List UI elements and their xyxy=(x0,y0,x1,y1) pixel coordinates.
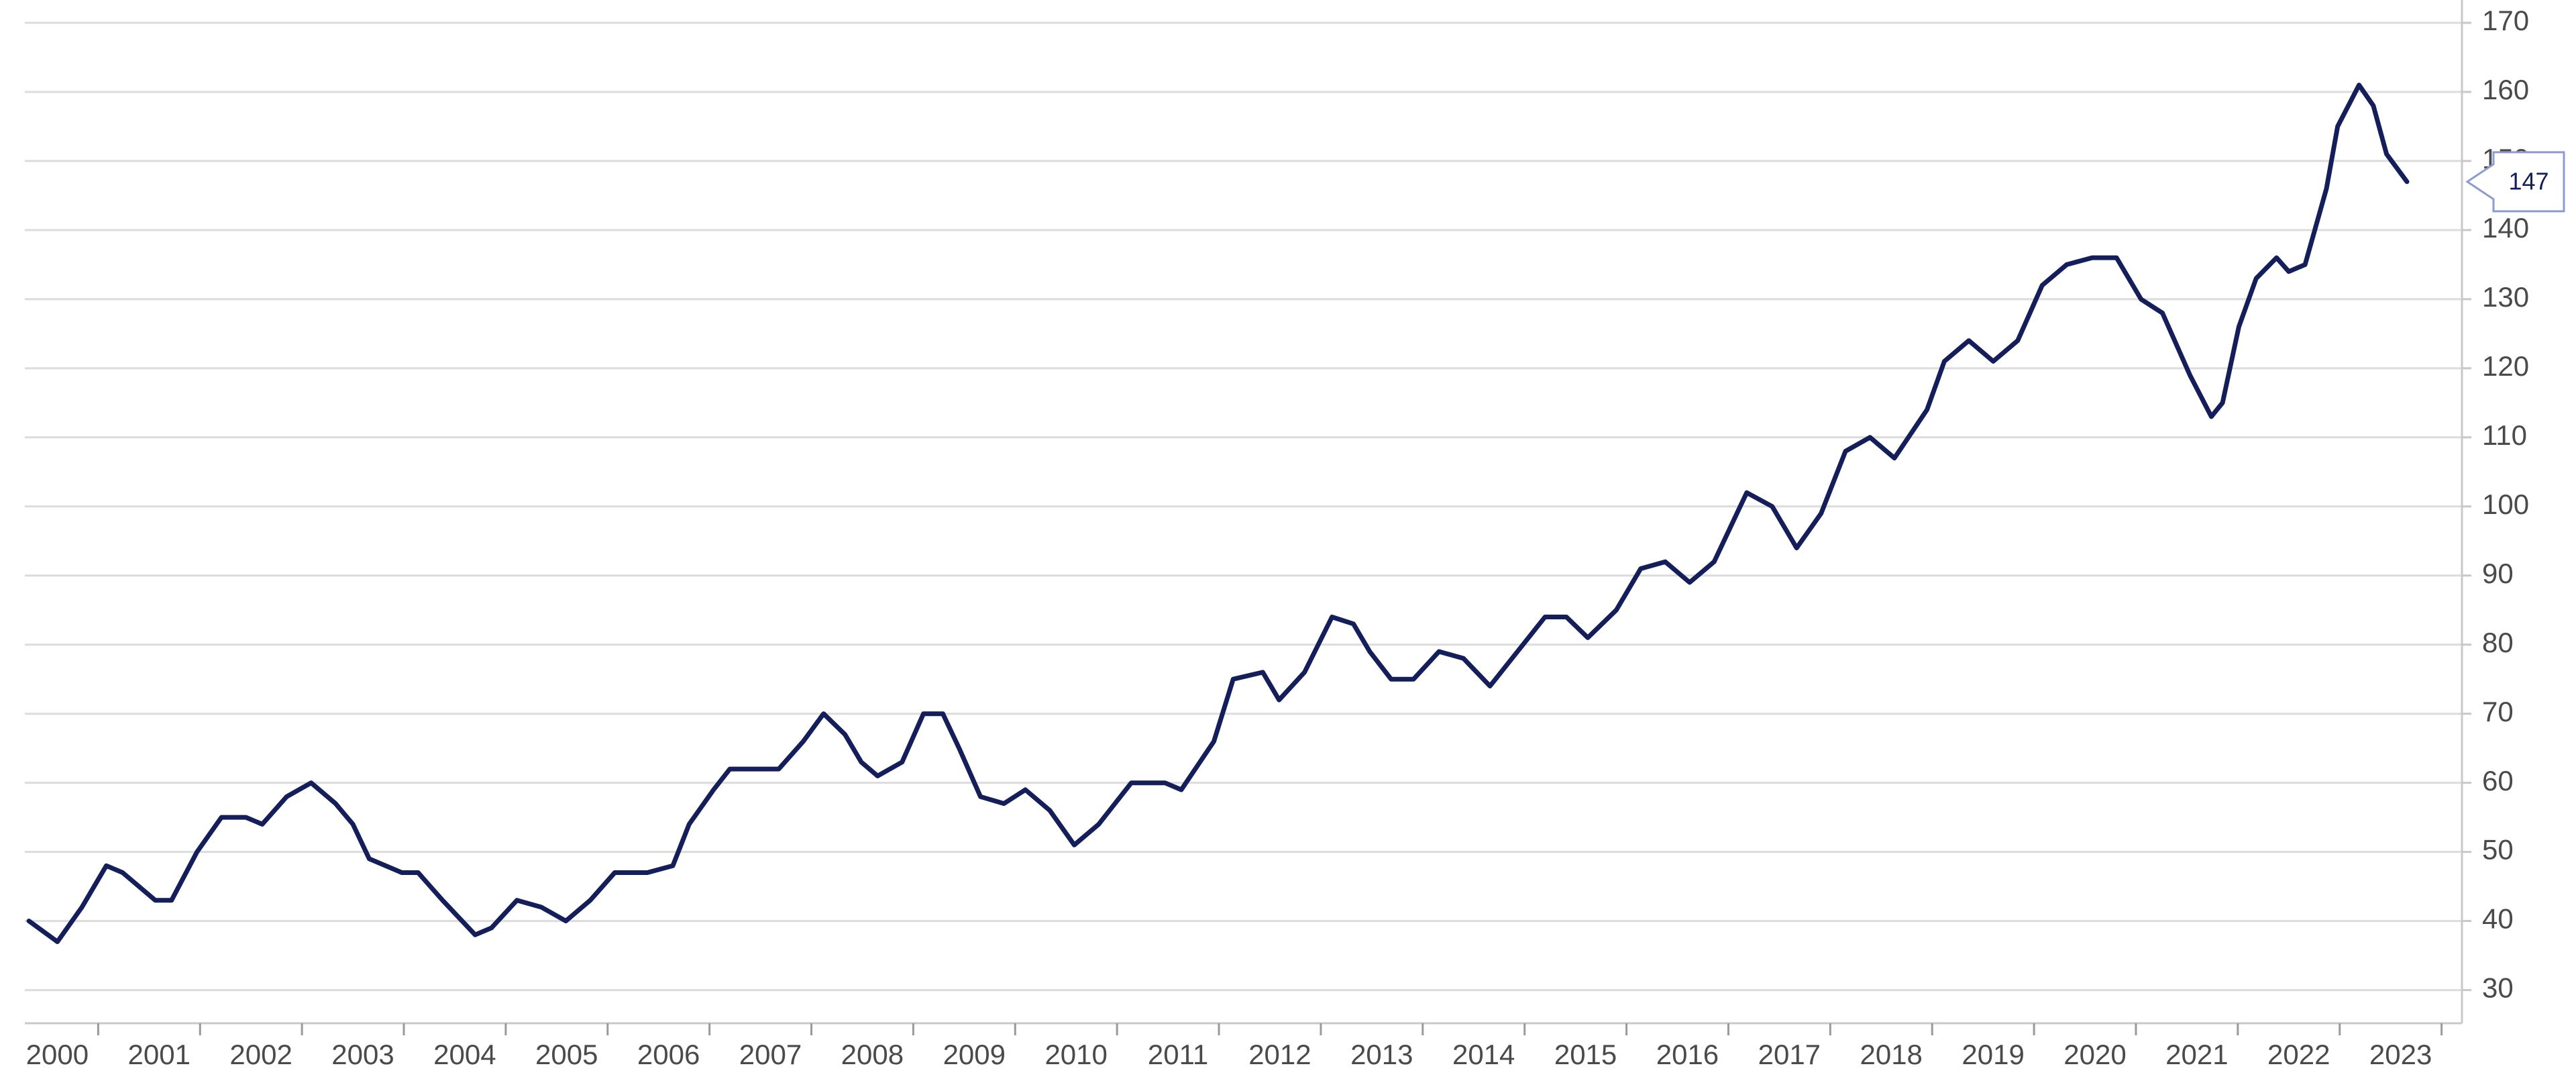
x-tick-label: 2006 xyxy=(637,1039,700,1070)
x-tick-label: 2002 xyxy=(229,1039,292,1070)
x-tick-label: 2003 xyxy=(331,1039,394,1070)
y-tick-label: 160 xyxy=(2482,74,2529,105)
y-tick-label: 140 xyxy=(2482,212,2529,244)
x-tick-label: 2005 xyxy=(535,1039,598,1070)
y-tick-label: 80 xyxy=(2482,627,2514,658)
y-tick-label: 30 xyxy=(2482,972,2514,1004)
x-tick-label: 2007 xyxy=(739,1039,802,1070)
value-callout xyxy=(2465,151,2565,213)
y-tick-label: 130 xyxy=(2482,281,2529,313)
x-tick-label: 2019 xyxy=(1962,1039,2024,1070)
x-tick-label: 2018 xyxy=(1860,1039,1922,1070)
x-tick-label: 2000 xyxy=(26,1039,89,1070)
y-tick-label: 120 xyxy=(2482,350,2529,382)
y-tick-label: 40 xyxy=(2482,903,2514,935)
x-tick-label: 2022 xyxy=(2267,1039,2330,1070)
x-tick-label: 2021 xyxy=(2165,1039,2228,1070)
x-tick-label: 2009 xyxy=(943,1039,1006,1070)
x-tick-label: 2004 xyxy=(433,1039,496,1070)
y-tick-label: 100 xyxy=(2482,488,2529,520)
value-callout-label: 147 xyxy=(2508,167,2548,195)
x-tick-label: 2014 xyxy=(1452,1039,1515,1070)
y-tick-label: 60 xyxy=(2482,765,2514,796)
y-tick-label: 50 xyxy=(2482,834,2514,866)
x-tick-label: 2023 xyxy=(2369,1039,2432,1070)
x-tick-label: 2010 xyxy=(1044,1039,1107,1070)
x-tick-label: 2013 xyxy=(1350,1039,1413,1070)
x-tick-label: 2020 xyxy=(2063,1039,2126,1070)
x-tick-label: 2015 xyxy=(1554,1039,1617,1070)
x-tick-label: 2008 xyxy=(841,1039,904,1070)
y-tick-label: 170 xyxy=(2482,5,2529,36)
line-series xyxy=(26,83,2410,944)
y-tick-label: 70 xyxy=(2482,696,2514,727)
y-tick-label: 110 xyxy=(2482,419,2527,451)
x-tick-label: 2017 xyxy=(1758,1039,1821,1070)
x-tick-label: 2001 xyxy=(128,1039,191,1070)
y-tick-label: 90 xyxy=(2482,558,2514,589)
x-tick-label: 2012 xyxy=(1248,1039,1311,1070)
x-tick-label: 2016 xyxy=(1656,1039,1719,1070)
x-tick-label: 2011 xyxy=(1148,1039,1208,1070)
